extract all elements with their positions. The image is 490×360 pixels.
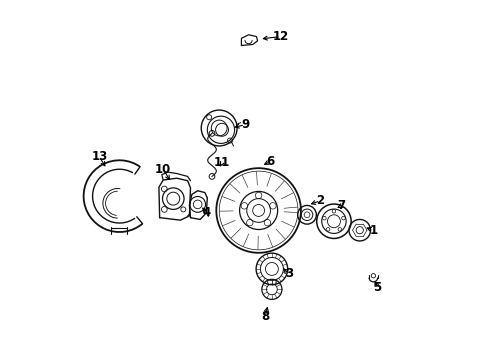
Text: 10: 10 bbox=[155, 163, 172, 176]
Text: 13: 13 bbox=[91, 150, 107, 163]
Text: 8: 8 bbox=[261, 310, 269, 324]
Text: 9: 9 bbox=[241, 118, 249, 131]
Text: 12: 12 bbox=[273, 30, 289, 43]
Text: 3: 3 bbox=[285, 267, 293, 280]
Text: 4: 4 bbox=[203, 207, 211, 220]
Text: 2: 2 bbox=[316, 194, 324, 207]
Text: 5: 5 bbox=[373, 281, 382, 294]
Text: 6: 6 bbox=[266, 155, 274, 168]
Text: 7: 7 bbox=[337, 199, 345, 212]
Text: 11: 11 bbox=[214, 156, 230, 169]
Text: 1: 1 bbox=[369, 224, 377, 237]
